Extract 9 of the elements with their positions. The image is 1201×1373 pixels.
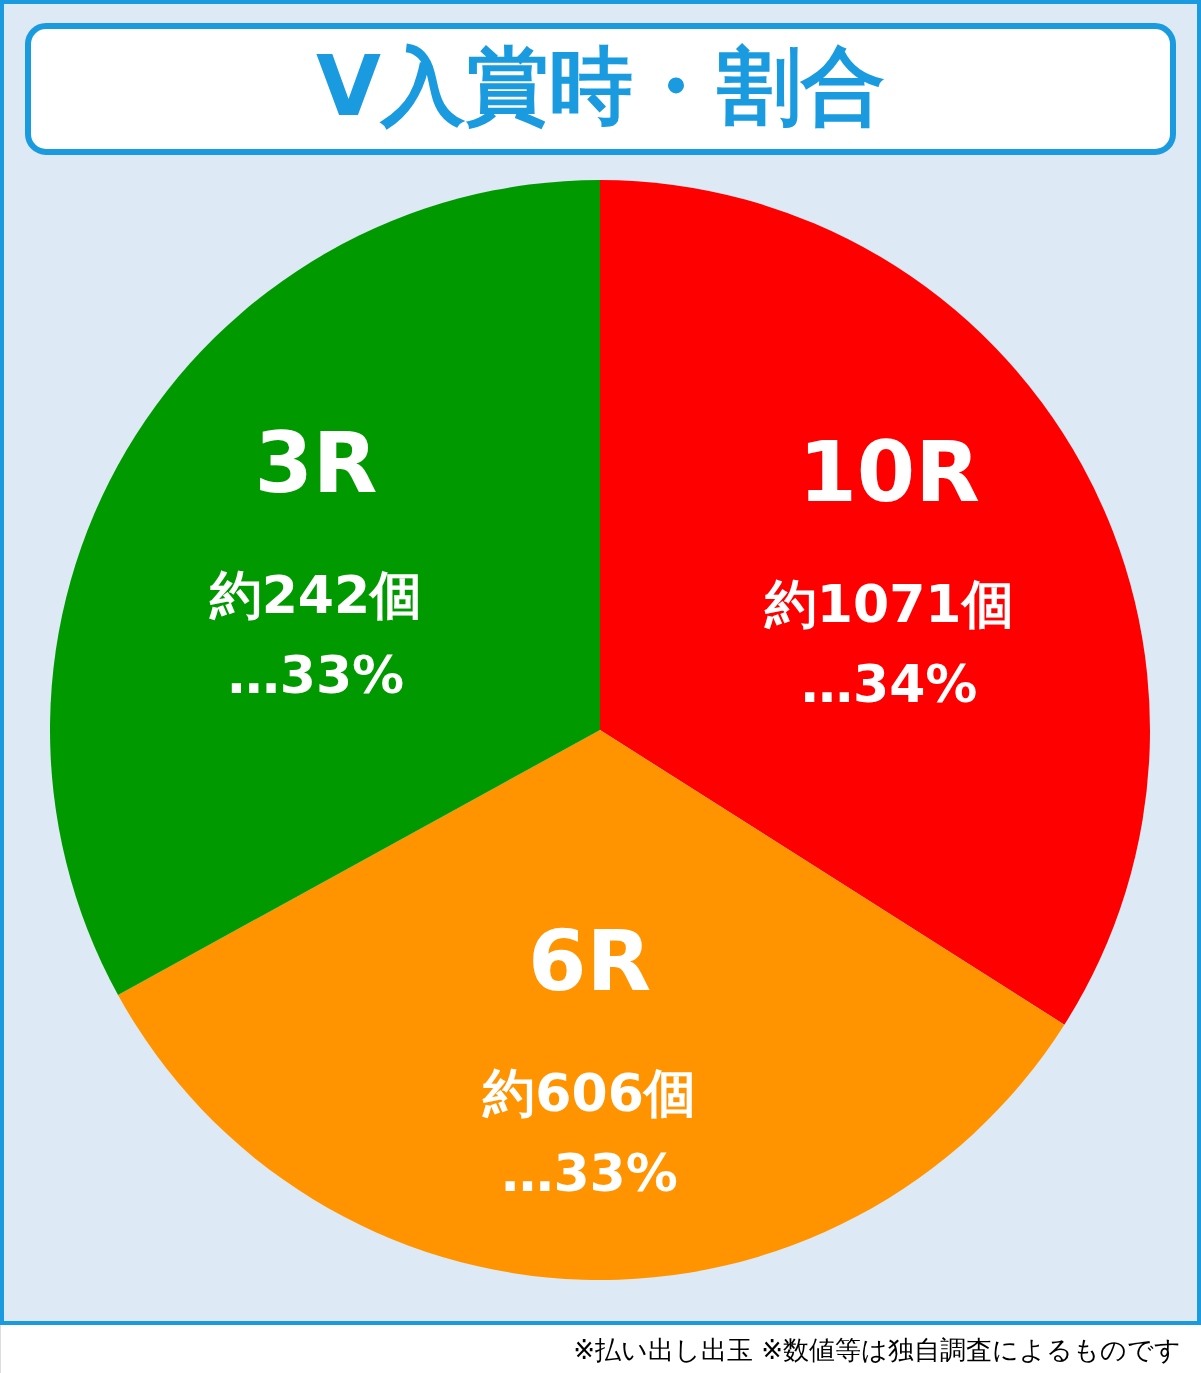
slice-label: 3R [254,414,378,513]
chart-title: V入賞時・割合 [315,37,886,135]
slice-label: 6R [528,911,652,1010]
text: ※払い出し出玉 ※数値等は独自調査によるものです [573,1335,1181,1365]
data-label: 約1071個 …34% [763,574,1014,715]
slice-label: 10R [798,423,980,522]
pie-slice [118,730,1065,1280]
data-label: 約242個 …33% [208,565,423,706]
data-label: 約606個 …33% [482,1062,696,1203]
